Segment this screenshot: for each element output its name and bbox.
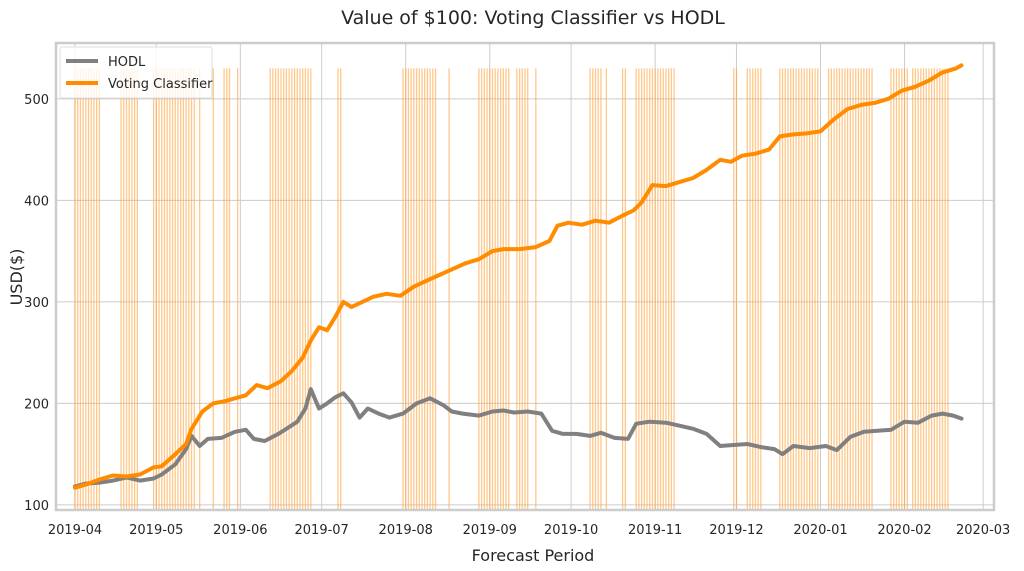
y-tick-label: 100 [24,499,49,514]
x-tick-label: 2019-09 [463,523,517,538]
y-tick-label: 300 [24,296,49,311]
legend: HODL Voting Classifier [59,46,213,99]
y-tick-label: 200 [24,397,49,412]
y-tick-label: 500 [24,93,49,108]
chart-title: Value of $100: Voting Classifier vs HODL [341,7,725,29]
series-lines [73,63,964,490]
y-ticks: 100 200 300 400 500 [24,93,49,514]
series-line-hodl [73,387,964,489]
signal-bands [74,68,949,510]
legend-label-voting-classifier: Voting Classifier [108,77,213,92]
plot-frame [54,41,996,512]
x-tick-label: 2019-10 [544,523,598,538]
x-tick-label: 2019-12 [709,523,763,538]
x-ticks: 2019-04 2019-05 2019-06 2019-07 2019-08 2019-… [48,523,1011,538]
x-tick-label: 2019-05 [129,523,183,538]
x-axis-label: Forecast Period [472,546,595,565]
x-tick-label: 2019-04 [48,523,102,538]
x-tick-label: 2019-11 [628,523,682,538]
legend-label-hodl: HODL [108,55,146,70]
series-line-voting-classifier [73,63,964,490]
x-tick-label: 2020-03 [956,523,1010,538]
x-tick-label: 2019-06 [213,523,267,538]
x-tick-label: 2020-01 [793,523,847,538]
x-tick-label: 2019-07 [295,523,349,538]
x-tick-label: 2020-02 [877,523,931,538]
y-axis-label: USD($) [7,249,26,306]
x-tick-label: 2019-08 [379,523,433,538]
y-tick-label: 400 [24,194,49,209]
